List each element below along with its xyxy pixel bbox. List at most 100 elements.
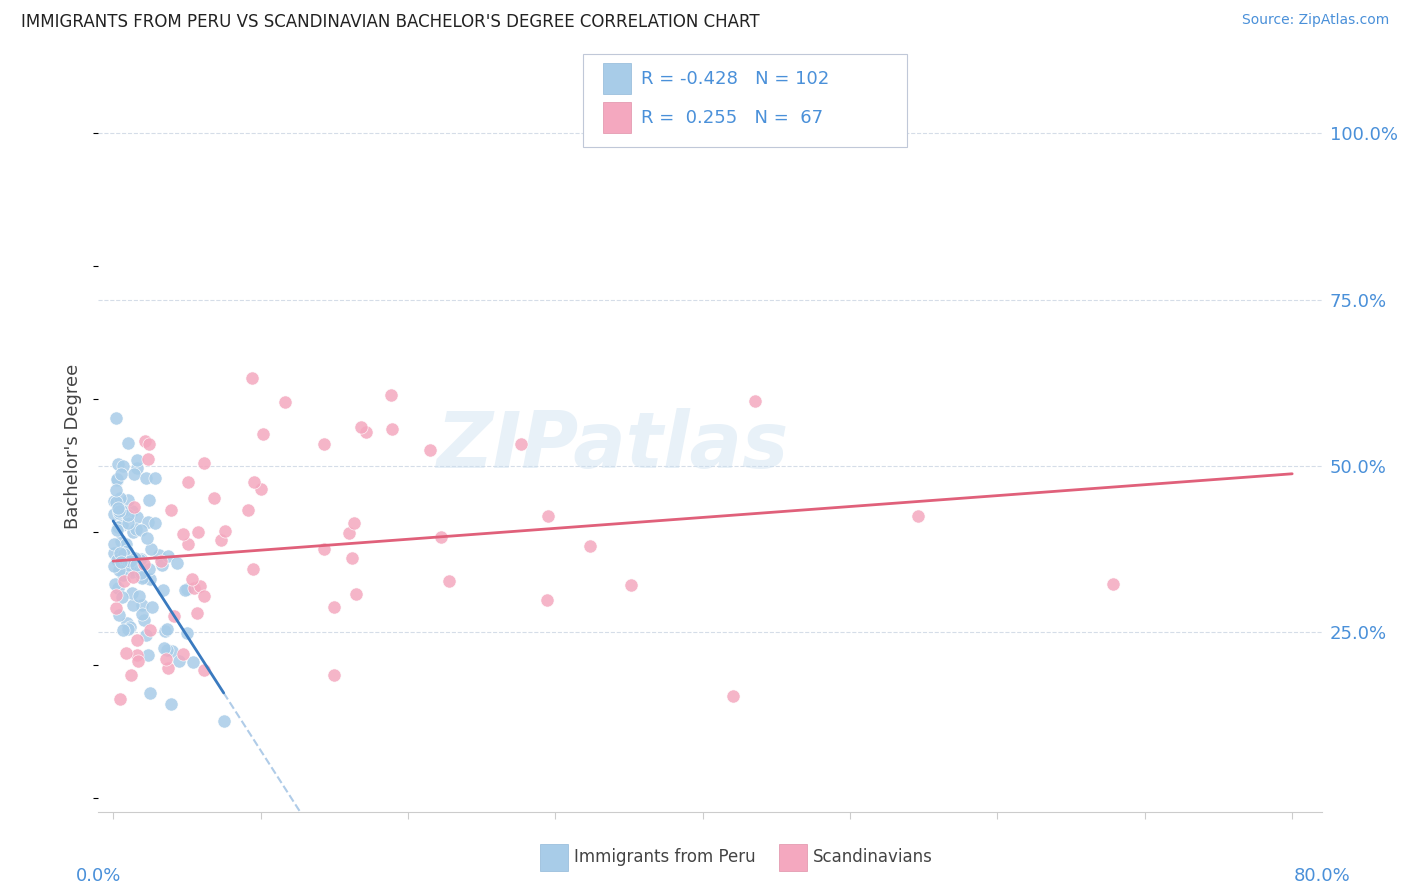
Point [124, 551, 146, 566]
Point [155, 652, 177, 666]
Point [120, 667, 142, 681]
Point [314, 436, 336, 450]
Point [138, 492, 160, 507]
Point [110, 556, 132, 570]
Point [214, 524, 236, 538]
Text: IMMIGRANTS FROM PERU VS SCANDINAVIAN BACHELOR'S DEGREE CORRELATION CHART: IMMIGRANTS FROM PERU VS SCANDINAVIAN BAC… [21, 13, 759, 31]
Point [121, 569, 143, 583]
Point [174, 583, 197, 598]
Point [111, 458, 134, 473]
Point [138, 562, 160, 576]
Point [103, 558, 125, 573]
Point [160, 644, 183, 658]
Point [187, 525, 209, 540]
Point [380, 388, 402, 402]
Point [118, 563, 141, 577]
Point [117, 516, 139, 530]
Point [105, 472, 128, 486]
Point [115, 537, 138, 551]
Point [103, 537, 125, 551]
Point [125, 510, 148, 524]
Point [107, 501, 129, 516]
Point [242, 475, 264, 490]
Point [156, 549, 179, 564]
Point [148, 548, 170, 562]
Point [139, 623, 162, 637]
Point [188, 578, 211, 592]
Point [107, 507, 129, 521]
Point [125, 461, 148, 475]
Point [274, 394, 297, 409]
Point [342, 551, 364, 566]
Point [354, 425, 377, 440]
Point [131, 571, 153, 585]
Text: R =  0.255   N =  67: R = 0.255 N = 67 [641, 109, 824, 127]
Point [176, 626, 198, 640]
Point [105, 601, 128, 615]
Point [139, 541, 162, 556]
Point [129, 524, 152, 538]
Point [103, 493, 125, 508]
Point [121, 565, 143, 579]
Point [121, 586, 143, 600]
Point [108, 546, 131, 560]
Point [122, 598, 145, 612]
Y-axis label: Bachelor's Degree: Bachelor's Degree [65, 363, 83, 529]
Point [135, 532, 157, 546]
Point [111, 591, 134, 605]
Point [381, 422, 404, 436]
Point [186, 606, 208, 620]
Point [103, 508, 125, 522]
Point [131, 566, 153, 580]
Point [110, 517, 132, 532]
Point [536, 593, 558, 607]
Point [509, 436, 531, 450]
Point [242, 562, 264, 576]
Point [160, 697, 183, 711]
Point [721, 690, 744, 704]
Point [118, 555, 141, 569]
Point [104, 411, 127, 425]
Point [108, 608, 131, 623]
Point [134, 434, 156, 448]
Point [125, 648, 148, 663]
Point [129, 553, 152, 567]
Point [108, 504, 131, 518]
Point [132, 570, 155, 584]
Point [172, 526, 194, 541]
Point [537, 508, 560, 523]
Point [193, 663, 215, 677]
Point [212, 714, 235, 728]
Point [112, 548, 135, 562]
Point [111, 558, 134, 572]
Point [620, 577, 643, 591]
Text: Source: ZipAtlas.com: Source: ZipAtlas.com [1241, 13, 1389, 28]
Point [744, 393, 766, 408]
Point [193, 456, 215, 470]
Point [112, 624, 135, 638]
Point [103, 546, 125, 560]
Point [152, 640, 174, 655]
Point [107, 520, 129, 534]
Point [907, 508, 929, 523]
Point [139, 572, 162, 586]
Point [110, 467, 132, 482]
Point [132, 558, 155, 572]
Point [322, 599, 344, 614]
Point [107, 552, 129, 566]
Point [343, 516, 366, 530]
Point [105, 495, 128, 509]
Point [127, 654, 149, 668]
Point [152, 583, 174, 598]
Point [430, 530, 453, 544]
Point [181, 656, 204, 670]
Point [127, 633, 149, 648]
Point [172, 647, 194, 661]
Text: Immigrants from Peru: Immigrants from Peru [574, 848, 755, 866]
Point [249, 482, 271, 496]
Point [107, 457, 129, 471]
Point [129, 552, 152, 566]
Point [132, 614, 155, 628]
Point [110, 504, 132, 518]
Point [128, 589, 150, 603]
